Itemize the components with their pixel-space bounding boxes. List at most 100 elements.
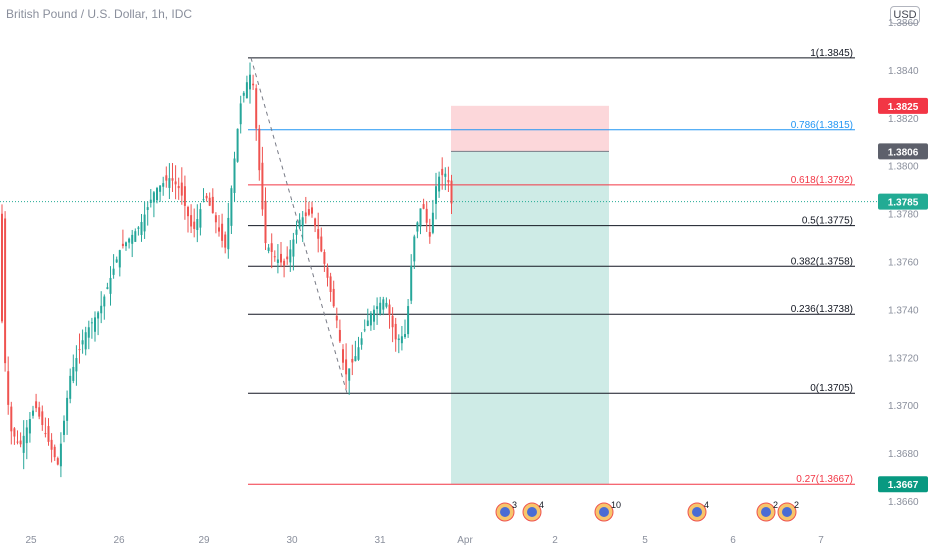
candle [125,241,127,251]
candle-body [16,441,19,443]
candle [304,196,307,224]
candle [385,297,388,309]
candle-body [221,223,224,241]
candle-body [441,168,444,176]
event-badge-icon: 2 [777,500,799,522]
candle [329,272,332,302]
candle [4,211,7,372]
candle [205,193,208,202]
candle [258,124,261,181]
candle-body [379,302,382,315]
candle-body [264,200,267,244]
candle-body [152,192,155,203]
candle [211,188,214,214]
event-badge-icon: 2 [756,500,778,522]
candle [311,201,313,218]
candle-body [394,323,397,340]
candle-body [404,334,406,338]
candle [149,188,152,208]
candle [273,250,276,262]
candle [193,208,196,238]
event-flag-inner [782,507,792,517]
event-badge-count: 10 [611,500,621,510]
candle-body [32,410,34,416]
candle-body [177,185,180,189]
candle [143,201,146,239]
event-badge-count: 2 [773,500,778,510]
candle-body [357,347,360,360]
candle-body [307,209,310,215]
price-tag: 1.3785 [878,193,928,210]
candle [180,167,183,205]
candle [171,162,174,193]
candle-body [295,229,298,235]
candle-body [94,317,96,332]
candle [78,333,81,364]
candle-body [276,259,279,263]
candle-body [112,268,115,275]
candle [382,296,385,316]
fib-level-label: 0.382(1.3758) [791,256,853,267]
candle-body [103,296,106,307]
candle [81,329,84,354]
candle [326,263,329,287]
event-badge-count: 3 [512,500,517,510]
candle [416,221,419,239]
candle [295,220,298,244]
candle [320,227,323,253]
candle [165,166,168,188]
candle [28,412,31,443]
candle-body [391,315,394,328]
candle [100,291,103,324]
candle [363,319,366,333]
y-tick-label: 1.3860 [888,18,919,29]
candle-body [81,340,84,345]
candle [410,254,413,305]
currency-button[interactable]: USD [890,6,920,24]
candle-body [199,209,202,228]
candle-body [146,207,149,210]
candle-body [134,231,137,242]
candle [134,228,137,242]
candle [332,280,335,308]
candle [366,308,369,327]
candle-body [400,336,403,344]
x-tick-label: 2 [552,535,558,546]
candle [19,432,22,448]
candle [66,390,69,435]
candle [261,146,264,216]
candle [335,307,338,329]
candle [419,208,422,235]
y-tick-label: 1.3760 [888,258,919,269]
candle [400,325,403,351]
price-tag: 1.3667 [878,476,928,493]
candle [174,165,177,200]
candle-body [261,162,264,210]
candle [103,294,106,320]
candle [267,243,270,254]
candle [342,344,344,370]
candle [264,187,267,250]
x-tick-label: 31 [374,535,386,546]
candle-body [90,322,93,324]
candle-body [75,358,78,372]
candle-body [242,92,245,96]
candle-body [326,267,329,278]
candle-body [283,260,286,266]
candle [289,240,292,272]
candle [422,198,425,210]
candle [140,213,143,242]
candle-body [245,82,248,99]
candle-body [50,439,53,450]
candle [47,418,50,446]
candle [369,311,372,331]
candle [245,75,248,99]
candle [90,317,93,339]
candle-body [59,443,62,467]
candle-body [66,397,69,421]
candle [283,258,286,278]
candle-body [422,204,425,209]
candle [159,185,162,202]
candle-body [109,277,112,294]
